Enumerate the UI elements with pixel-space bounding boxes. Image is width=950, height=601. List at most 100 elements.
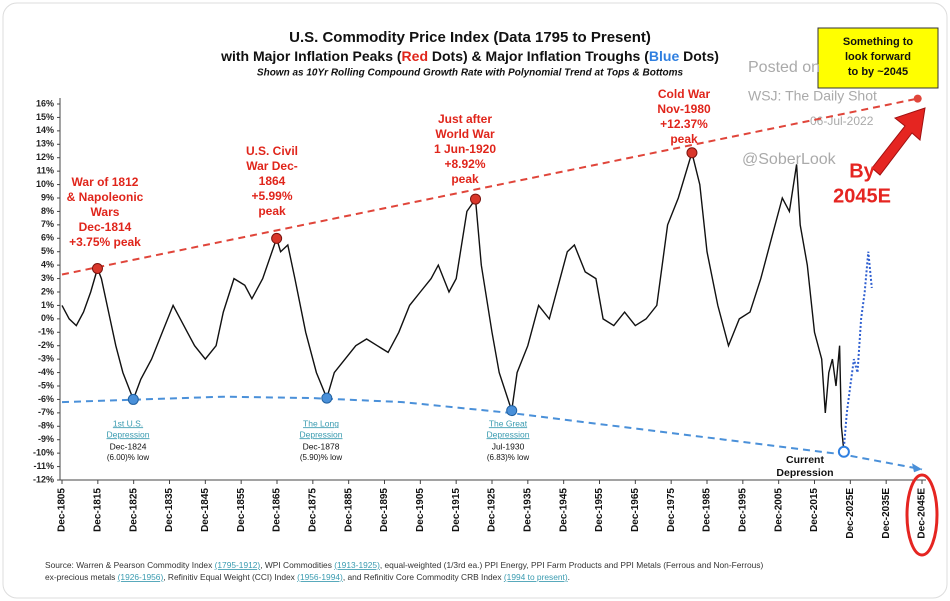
source-part: , and Refinitiv Core Commodity CRB Index [343,572,504,582]
peak-label: Dec-1814 [79,220,132,234]
trough-date: Jul-1930 [492,441,525,451]
trough-note: (6.83)% low [487,453,529,462]
x-tick-label: Dec-2035E [881,488,892,539]
x-tick-label: Dec-1805 [57,488,68,532]
x-tick-label: Dec-2025E [845,488,856,539]
by-label: By [849,160,875,182]
y-tick-label: 12% [36,152,54,162]
x-tick-label: Dec-1935 [522,488,533,532]
title-part: Dots) & Major Inflation Troughs ( [428,48,649,64]
peak-label: Nov-1980 [657,102,711,116]
peak-label: War Dec- [246,159,298,173]
x-tick-label: Dec-2015 [809,488,820,532]
source-text: Source: Warren & Pearson Commodity Index… [45,560,763,570]
watermark: 06-Jul-2022 [810,114,874,128]
trough-name: Depression [300,429,343,439]
x-tick-label: Dec-1895 [379,488,390,532]
trough-dot [127,393,139,405]
peak-label: 1 Jun-1920 [434,142,496,156]
peak-label: peak [670,132,698,146]
trough-dot [321,392,333,404]
series-line [61,97,918,276]
y-tick-label: -6% [38,394,54,404]
y-tick-label: 14% [36,125,54,135]
source-part: Source: Warren & Pearson Commodity Index [45,560,215,570]
peak-label: 1864 [259,174,286,188]
x-tick-label: Dec-1885 [343,488,354,532]
peak-label: & Napoleonic [67,190,144,204]
series-line [61,150,845,452]
y-tick-label: -9% [38,434,54,444]
y-tick-label: -1% [38,327,54,337]
source-part: . [568,572,570,582]
peak-label: +5.99% [251,189,292,203]
peak-label: Cold War [658,87,711,101]
x-tick-label: Dec-1945 [558,488,569,532]
source-part: , equal-weighted (1/3rd ea.) PPI Energy,… [380,560,764,570]
peak-label: peak [451,172,479,186]
x-tick-label: Dec-1875 [307,488,318,532]
title-part: Red [402,48,428,64]
x-tick-label: Dec-2045E [917,488,928,539]
y-tick-label: 7% [41,219,54,229]
x-tick-label: Dec-1975 [666,488,677,532]
trough-name: 1st U.S. [113,418,143,428]
x-tick-label: Dec-1845 [200,488,211,532]
x-tick-label: Dec-1925 [487,488,498,532]
callout-text: to by ~2045 [848,66,908,78]
x-tick-label: Dec-2005 [773,488,784,532]
y-tick-label: -10% [33,448,54,458]
y-tick-label: 3% [41,273,54,283]
x-tick-label: Dec-1965 [630,488,641,532]
peak-label: U.S. Civil [246,144,298,158]
watermark: Posted on [748,59,820,76]
by-label: 2045E [833,185,891,207]
source-part: (1795-1912) [215,560,261,570]
peak-label: World War [435,127,495,141]
watermark: @SoberLook [742,151,837,168]
y-tick-label: -3% [38,354,54,364]
trough-dot [506,405,518,417]
x-tick-label: Dec-1905 [415,488,426,532]
trend-end-dot [913,94,922,103]
peak-dot [686,147,698,159]
callout-text: Something to [843,36,914,48]
x-tick-label: Dec-1995 [737,488,748,532]
current-label: Current [786,454,824,466]
peak-label: +12.37% [660,117,708,131]
x-tick-label: Dec-1955 [594,488,605,532]
y-tick-label: 9% [41,192,54,202]
peak-label: +8.92% [444,157,485,171]
source-text: ex-precious metals (1926-1956), Refiniti… [45,572,570,582]
callout-box [817,27,939,89]
arrow [871,107,926,176]
y-tick-label: -5% [38,380,54,390]
x-tick-label: Dec-1825 [128,488,139,532]
y-tick-label: 15% [36,112,54,122]
chart-title-line2: with Major Inflation Peaks (Red Dots) & … [220,48,719,64]
trough-note: (5.90)% low [300,453,342,462]
chart-title: U.S. Commodity Price Index (Data 1795 to… [289,29,651,46]
x-tick-label: Dec-1865 [272,488,283,532]
highlight-circle [905,473,939,557]
y-tick-label: 16% [36,98,54,108]
trough-name: The Great [489,418,528,428]
y-tick-label: -11% [33,461,54,471]
trend-end-arrow [912,463,922,473]
source-part: (1926-1956) [118,572,164,582]
title-part: with Major Inflation Peaks ( [220,48,402,64]
peak-label: peak [258,204,286,218]
y-tick-label: 10% [36,179,54,189]
peak-label: Wars [91,205,120,219]
callout-text: look forward [845,51,911,63]
trough-name: The Long [303,418,339,428]
y-tick-label: -2% [38,340,54,350]
peak-dot [91,263,103,274]
x-tick-label: Dec-1815 [92,488,103,532]
source-part: (1994 to present) [504,572,568,582]
y-tick-label: -7% [38,407,54,417]
trough-date: Dec-1824 [110,441,147,451]
title-part: Blue [649,48,680,64]
source-part: , Refinitiv Equal Weight (CCI) Index [163,572,297,582]
